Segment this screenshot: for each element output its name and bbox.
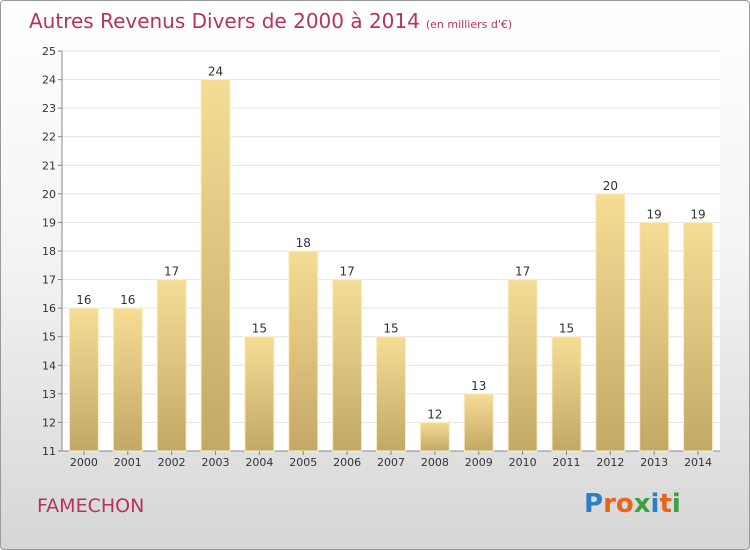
y-tick-label: 20 [42, 188, 56, 201]
chart-unit-note: (en milliers d'€) [425, 18, 513, 31]
bar-value-label: 15 [252, 322, 267, 336]
x-tick-label: 2013 [640, 456, 668, 469]
logo-letter: r [603, 489, 616, 519]
x-tick-label: 2008 [421, 456, 449, 469]
logo-letter: t [659, 489, 672, 519]
y-tick-label: 21 [42, 159, 56, 172]
bar-value-label: 19 [690, 207, 705, 221]
x-tick-label: 2007 [377, 456, 405, 469]
y-tick-label: 23 [42, 102, 56, 115]
bar-value-label: 20 [603, 179, 618, 193]
bar [200, 79, 231, 452]
y-tick-label: 25 [42, 45, 56, 58]
x-tick-label: 2005 [289, 456, 317, 469]
x-tick-label: 2014 [684, 456, 712, 469]
x-tick-label: 2009 [465, 456, 493, 469]
bar-value-label: 15 [559, 322, 574, 336]
y-tick-label: 16 [42, 302, 56, 315]
y-tick-label: 18 [42, 245, 56, 258]
x-tick-label: 2010 [509, 456, 537, 469]
x-tick-label: 2011 [552, 456, 580, 469]
bar [419, 421, 450, 452]
x-tick-label: 2006 [333, 456, 361, 469]
bar [288, 250, 319, 452]
proxiti-logo: Proxiti [584, 489, 681, 519]
bar-value-label: 13 [471, 379, 486, 393]
logo-letter: i [671, 489, 681, 519]
logo-letter: P [584, 489, 604, 519]
chart-title: Autres Revenus Divers de 2000 à 2014 (en … [29, 9, 512, 33]
bar [244, 336, 275, 452]
y-tick-label: 14 [42, 359, 56, 372]
commune-name: FAMECHON [37, 495, 145, 517]
bar [376, 336, 406, 452]
bar-value-label: 12 [427, 407, 442, 421]
y-tick-label: 11 [42, 445, 56, 458]
bar [507, 279, 538, 452]
bar [595, 193, 626, 452]
y-tick-label: 22 [42, 131, 56, 144]
bar [463, 393, 494, 452]
bar-value-label: 16 [76, 293, 91, 307]
y-tick-label: 24 [42, 74, 56, 87]
x-tick-label: 2012 [596, 456, 624, 469]
y-tick-label: 17 [42, 274, 56, 287]
bar-value-label: 18 [296, 236, 311, 250]
logo-letter: x [633, 489, 651, 519]
y-tick-label: 12 [42, 416, 56, 429]
bar [639, 221, 670, 452]
x-tick-label: 2004 [245, 456, 273, 469]
bar [551, 336, 582, 452]
bar-value-label: 24 [208, 65, 223, 79]
logo-letter: i [650, 489, 660, 519]
bar-value-label: 16 [120, 293, 135, 307]
bar-value-label: 17 [515, 265, 530, 279]
bar [112, 307, 143, 452]
chart-title-text: Autres Revenus Divers de 2000 à 2014 [29, 9, 420, 33]
x-tick-label: 2002 [158, 456, 186, 469]
y-tick-label: 15 [42, 331, 56, 344]
bar-value-label: 15 [383, 322, 398, 336]
bar-value-label: 19 [647, 207, 662, 221]
bar [332, 279, 363, 452]
x-tick-label: 2001 [114, 456, 142, 469]
x-tick-label: 2000 [70, 456, 98, 469]
y-tick-label: 13 [42, 388, 56, 401]
bar [683, 221, 714, 452]
bar-value-label: 17 [339, 265, 354, 279]
bar [68, 307, 99, 452]
bar [156, 279, 187, 452]
bar-value-label: 17 [164, 265, 179, 279]
logo-letter: o [615, 489, 634, 519]
y-tick-label: 19 [42, 216, 56, 229]
x-tick-label: 2003 [202, 456, 230, 469]
